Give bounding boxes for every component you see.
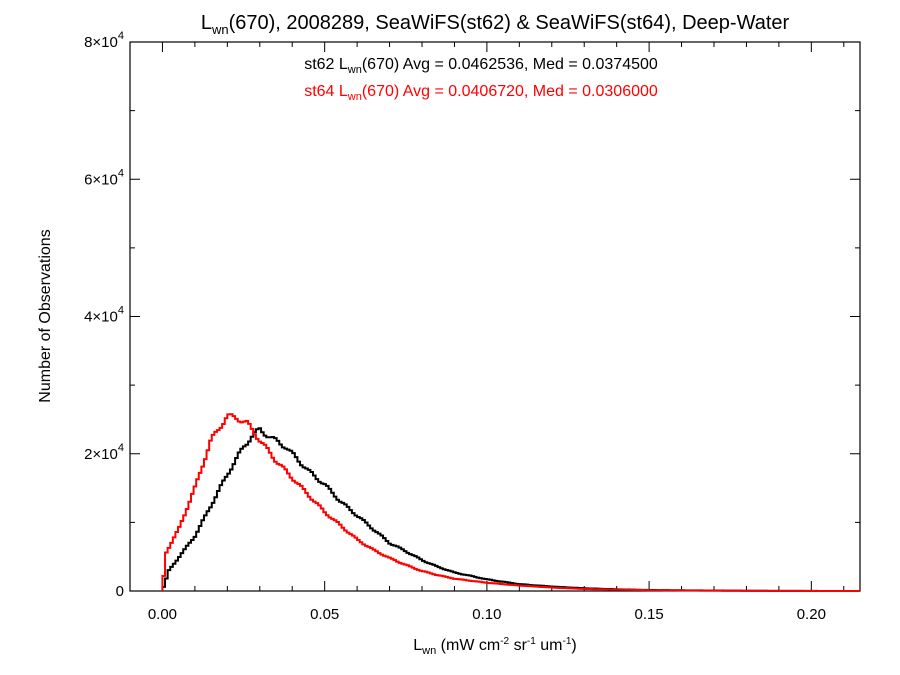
series-group bbox=[161, 413, 860, 592]
annotation-st64: st64 Lwn(670) Avg = 0.0406720, Med = 0.0… bbox=[304, 83, 658, 103]
y-tick-label: 0 bbox=[116, 583, 124, 600]
x-tick-label: 0.00 bbox=[148, 606, 177, 623]
series-line-st64 bbox=[161, 413, 860, 592]
x-axis-label: Lwn (mW cm-2 sr-1 um-1) bbox=[413, 636, 576, 657]
x-tick-label: 0.20 bbox=[797, 606, 826, 623]
x-tick-label: 0.15 bbox=[635, 606, 664, 623]
x-tick-label: 0.05 bbox=[310, 606, 339, 623]
x-tick-label: 0.10 bbox=[472, 606, 501, 623]
y-tick-label: 8×104 bbox=[84, 30, 124, 51]
chart-title: Lwn(670), 2008289, SeaWiFS(st62) & SeaWi… bbox=[201, 12, 790, 37]
annotation-st62: st62 Lwn(670) Avg = 0.0462536, Med = 0.0… bbox=[304, 56, 658, 76]
axis-ticks: 0.00 0.05 0.10 0.15 0.20 0 2×104 4×104 6×104 8×10… bbox=[84, 30, 860, 623]
y-tick-label: 4×104 bbox=[84, 305, 124, 326]
y-tick-label: 6×104 bbox=[84, 167, 124, 188]
plot-frame bbox=[129, 41, 861, 592]
series-line-st62 bbox=[161, 427, 860, 592]
y-axis-label: Number of Observations bbox=[37, 229, 54, 402]
y-tick-label: 2×104 bbox=[84, 442, 124, 463]
